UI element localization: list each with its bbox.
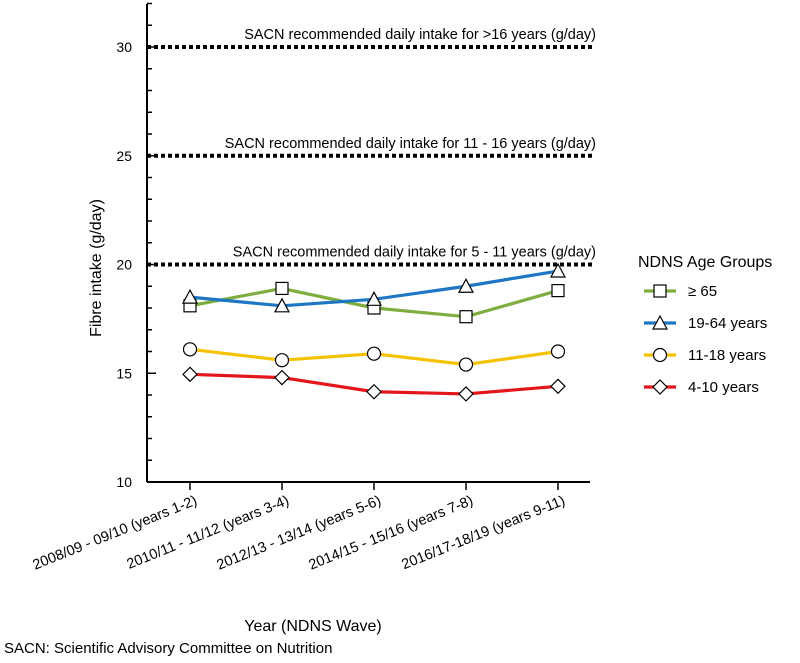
- x-tick-label: 2014/15 - 15/16 (years 7-8): [307, 493, 476, 574]
- data-point-diamond: [274, 369, 290, 386]
- series-triangle: [181, 262, 567, 313]
- data-point-diamond: [550, 378, 566, 395]
- x-tick-label: 2012/13 - 13/14 (years 5-6): [215, 493, 384, 574]
- data-point-square: [275, 281, 289, 296]
- data-point-circle: [366, 346, 382, 361]
- series-diamond: [182, 366, 566, 402]
- data-point-triangle: [457, 277, 475, 293]
- x-tick-label: 2016/17-18/19 (years 9-11): [400, 493, 568, 573]
- data-point-triangle: [549, 262, 567, 278]
- data-point-square: [551, 284, 565, 298]
- legend-marker-triangle: [651, 314, 669, 330]
- legend-item: ≥ 65: [644, 283, 717, 300]
- data-point-triangle: [365, 291, 383, 306]
- legend-item: 4-10 years: [644, 379, 759, 396]
- data-point-triangle: [181, 288, 199, 304]
- x-axis-label: Year (NDNS Wave): [244, 618, 382, 635]
- series-circle: [182, 342, 566, 372]
- footnote: SACN: Scientific Advisory Committee on N…: [4, 640, 333, 657]
- reference-line-label: SACN recommended daily intake for 11 - 1…: [225, 136, 596, 152]
- legend-marker-diamond: [652, 379, 668, 395]
- legend-item: 11-18 years: [644, 347, 766, 364]
- legend-label: 19-64 years: [688, 315, 767, 332]
- legend-label: 11-18 years: [688, 347, 766, 364]
- reference-line-label: SACN recommended daily intake for 5 - 11…: [233, 245, 596, 261]
- data-point-square: [459, 310, 473, 324]
- data-point-circle: [274, 353, 290, 368]
- legend-marker-square: [653, 284, 667, 298]
- y-axis-label: Fibre intake (g/day): [88, 199, 105, 337]
- legend-item: 19-64 years: [644, 314, 767, 332]
- data-point-circle: [182, 342, 198, 357]
- x-tick-label: 2008/09 - 09/10 (years 1-2): [31, 493, 200, 574]
- data-point-diamond: [366, 383, 382, 400]
- legend-marker-circle: [652, 347, 668, 363]
- y-tick-label: 20: [116, 257, 132, 273]
- legend-title: NDNS Age Groups: [638, 254, 772, 271]
- x-tick-label: 2010/11 - 11/12 (years 3-4): [125, 493, 292, 573]
- y-tick-label: 25: [116, 148, 132, 164]
- legend-label: 4-10 years: [688, 379, 759, 396]
- y-tick-label: 10: [116, 474, 132, 490]
- data-point-diamond: [182, 366, 198, 383]
- legend-label: ≥ 65: [688, 283, 717, 300]
- data-point-diamond: [458, 386, 474, 402]
- data-point-circle: [550, 344, 566, 359]
- data-point-circle: [458, 357, 474, 372]
- y-tick-label: 30: [116, 39, 132, 55]
- reference-line-label: SACN recommended daily intake for >16 ye…: [244, 27, 596, 43]
- y-tick-label: 15: [116, 365, 132, 381]
- data-point-triangle: [273, 297, 291, 313]
